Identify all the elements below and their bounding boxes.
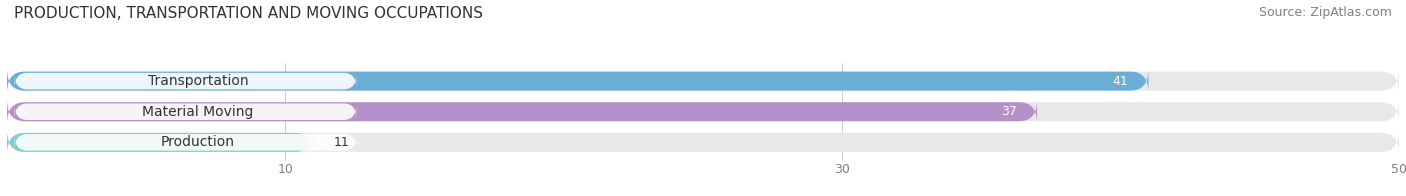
Text: Material Moving: Material Moving [142,105,254,119]
Text: Source: ZipAtlas.com: Source: ZipAtlas.com [1258,6,1392,19]
FancyBboxPatch shape [14,73,356,89]
FancyBboxPatch shape [7,130,314,154]
Text: Production: Production [162,135,235,149]
FancyBboxPatch shape [7,69,1149,93]
Text: 37: 37 [1001,105,1017,118]
FancyBboxPatch shape [14,134,356,151]
Text: Transportation: Transportation [148,74,249,88]
Text: PRODUCTION, TRANSPORTATION AND MOVING OCCUPATIONS: PRODUCTION, TRANSPORTATION AND MOVING OC… [14,6,484,21]
FancyBboxPatch shape [7,130,1399,154]
FancyBboxPatch shape [7,100,1399,124]
FancyBboxPatch shape [14,103,356,120]
Text: 41: 41 [1112,75,1128,88]
Text: 11: 11 [333,136,349,149]
FancyBboxPatch shape [7,69,1399,93]
FancyBboxPatch shape [7,100,1038,124]
